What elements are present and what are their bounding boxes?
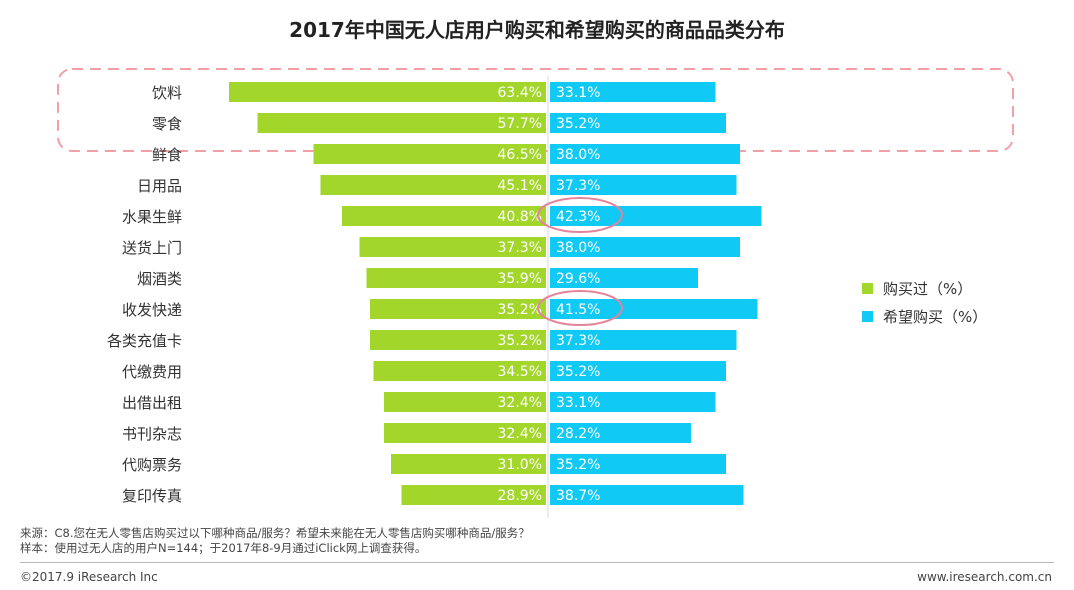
data-label-want: 35.2% (556, 364, 600, 380)
footer-divider (20, 562, 1054, 563)
category-label: 饮料 (152, 84, 182, 102)
category-label: 代购票务 (122, 456, 182, 474)
data-label-want: 35.2% (556, 457, 600, 473)
bar-want (550, 454, 726, 474)
chart-title: 2017年中国无人店用户购买和希望购买的商品品类分布 (289, 18, 785, 42)
category-label: 水果生鲜 (122, 208, 182, 226)
source-line: 来源：C8.您在无人零售店购买过以下哪种商品/服务？希望未来能在无人零售店购买哪… (20, 526, 530, 540)
category-label: 送货上门 (122, 239, 182, 257)
bar-want (550, 237, 740, 257)
data-label-bought: 37.3% (498, 240, 542, 256)
bar-want (550, 268, 698, 288)
bar-bought (257, 113, 546, 133)
bar-bought (384, 392, 546, 412)
data-label-want: 33.1% (556, 85, 600, 101)
bar-want (550, 392, 716, 412)
bar-bought (370, 330, 546, 350)
bar-want (550, 206, 762, 226)
data-label-want: 42.3% (556, 209, 600, 225)
data-label-bought: 32.4% (498, 395, 542, 411)
category-label: 代缴费用 (122, 363, 182, 381)
bar-bought (359, 237, 546, 257)
bar-bought (370, 299, 546, 319)
category-label: 零食 (152, 115, 182, 133)
bar-want (550, 361, 726, 381)
data-label-bought: 28.9% (498, 488, 542, 504)
source-note: 来源：C8.您在无人零售店购买过以下哪种商品/服务？希望未来能在无人零售店购买哪… (20, 526, 530, 556)
legend-label-want: 希望购买（%） (883, 308, 988, 326)
data-label-want: 28.2% (556, 426, 600, 442)
bar-bought (366, 268, 546, 288)
bar-want (550, 330, 737, 350)
sample-line: 样本：使用过无人店的用户N=144；于2017年8-9月通过iClick网上调查… (20, 541, 427, 555)
category-label: 烟酒类 (137, 270, 182, 288)
legend-item-want: 希望购买（%） (862, 306, 987, 327)
category-label: 日用品 (137, 177, 182, 195)
data-label-bought: 57.7% (498, 116, 542, 132)
data-label-bought: 32.4% (498, 426, 542, 442)
highlight-box (57, 68, 1014, 152)
data-label-want: 37.3% (556, 178, 600, 194)
bar-bought (320, 175, 546, 195)
data-label-bought: 35.9% (498, 271, 542, 287)
category-label: 出借出租 (122, 394, 182, 412)
bar-want (550, 113, 726, 133)
bar-want (550, 423, 691, 443)
data-label-bought: 35.2% (498, 333, 542, 349)
callout-circle (537, 290, 623, 326)
data-label-bought: 31.0% (498, 457, 542, 473)
data-label-want: 29.6% (556, 271, 600, 287)
bar-want (550, 299, 758, 319)
data-label-want: 37.3% (556, 333, 600, 349)
category-label: 鲜食 (152, 146, 182, 164)
bar-bought (342, 206, 546, 226)
data-label-bought: 34.5% (498, 364, 542, 380)
bar-want (550, 144, 740, 164)
bar-want (550, 82, 716, 102)
legend-label-bought: 购买过（%） (883, 280, 973, 298)
bar-bought (229, 82, 546, 102)
data-label-want: 38.7% (556, 488, 600, 504)
website-link[interactable]: www.iresearch.com.cn (917, 570, 1052, 584)
bar-bought (373, 361, 546, 381)
bar-want (550, 175, 737, 195)
data-label-bought: 35.2% (498, 302, 542, 318)
diverging-bar-chart: 饮料 63.4% 33.1% 零食 57.7% 35.2% 鲜食 46.5% 38.0% 日用品 4… (57, 68, 1014, 518)
legend-swatch-want (862, 311, 873, 322)
legend-item-bought: 购买过（%） (862, 278, 972, 299)
legend-swatch-bought (862, 283, 873, 294)
data-label-want: 35.2% (556, 116, 600, 132)
bar-bought (384, 423, 546, 443)
category-label: 复印传真 (122, 487, 182, 505)
bar-bought (391, 454, 546, 474)
data-label-want: 38.0% (556, 240, 600, 256)
data-label-want: 41.5% (556, 302, 600, 318)
data-label-bought: 40.8% (498, 209, 542, 225)
data-label-bought: 46.5% (498, 147, 542, 163)
bar-bought (401, 485, 546, 505)
bar-want (550, 485, 744, 505)
data-label-bought: 63.4% (498, 85, 542, 101)
callout-circle (537, 197, 623, 233)
category-label: 各类充值卡 (107, 332, 182, 350)
bar-bought (313, 144, 546, 164)
category-label: 书刊杂志 (122, 425, 182, 443)
category-label: 收发快递 (122, 301, 182, 319)
data-label-want: 38.0% (556, 147, 600, 163)
copyright: ©2017.9 iResearch Inc (20, 570, 158, 584)
data-label-bought: 45.1% (498, 178, 542, 194)
data-label-want: 33.1% (556, 395, 600, 411)
